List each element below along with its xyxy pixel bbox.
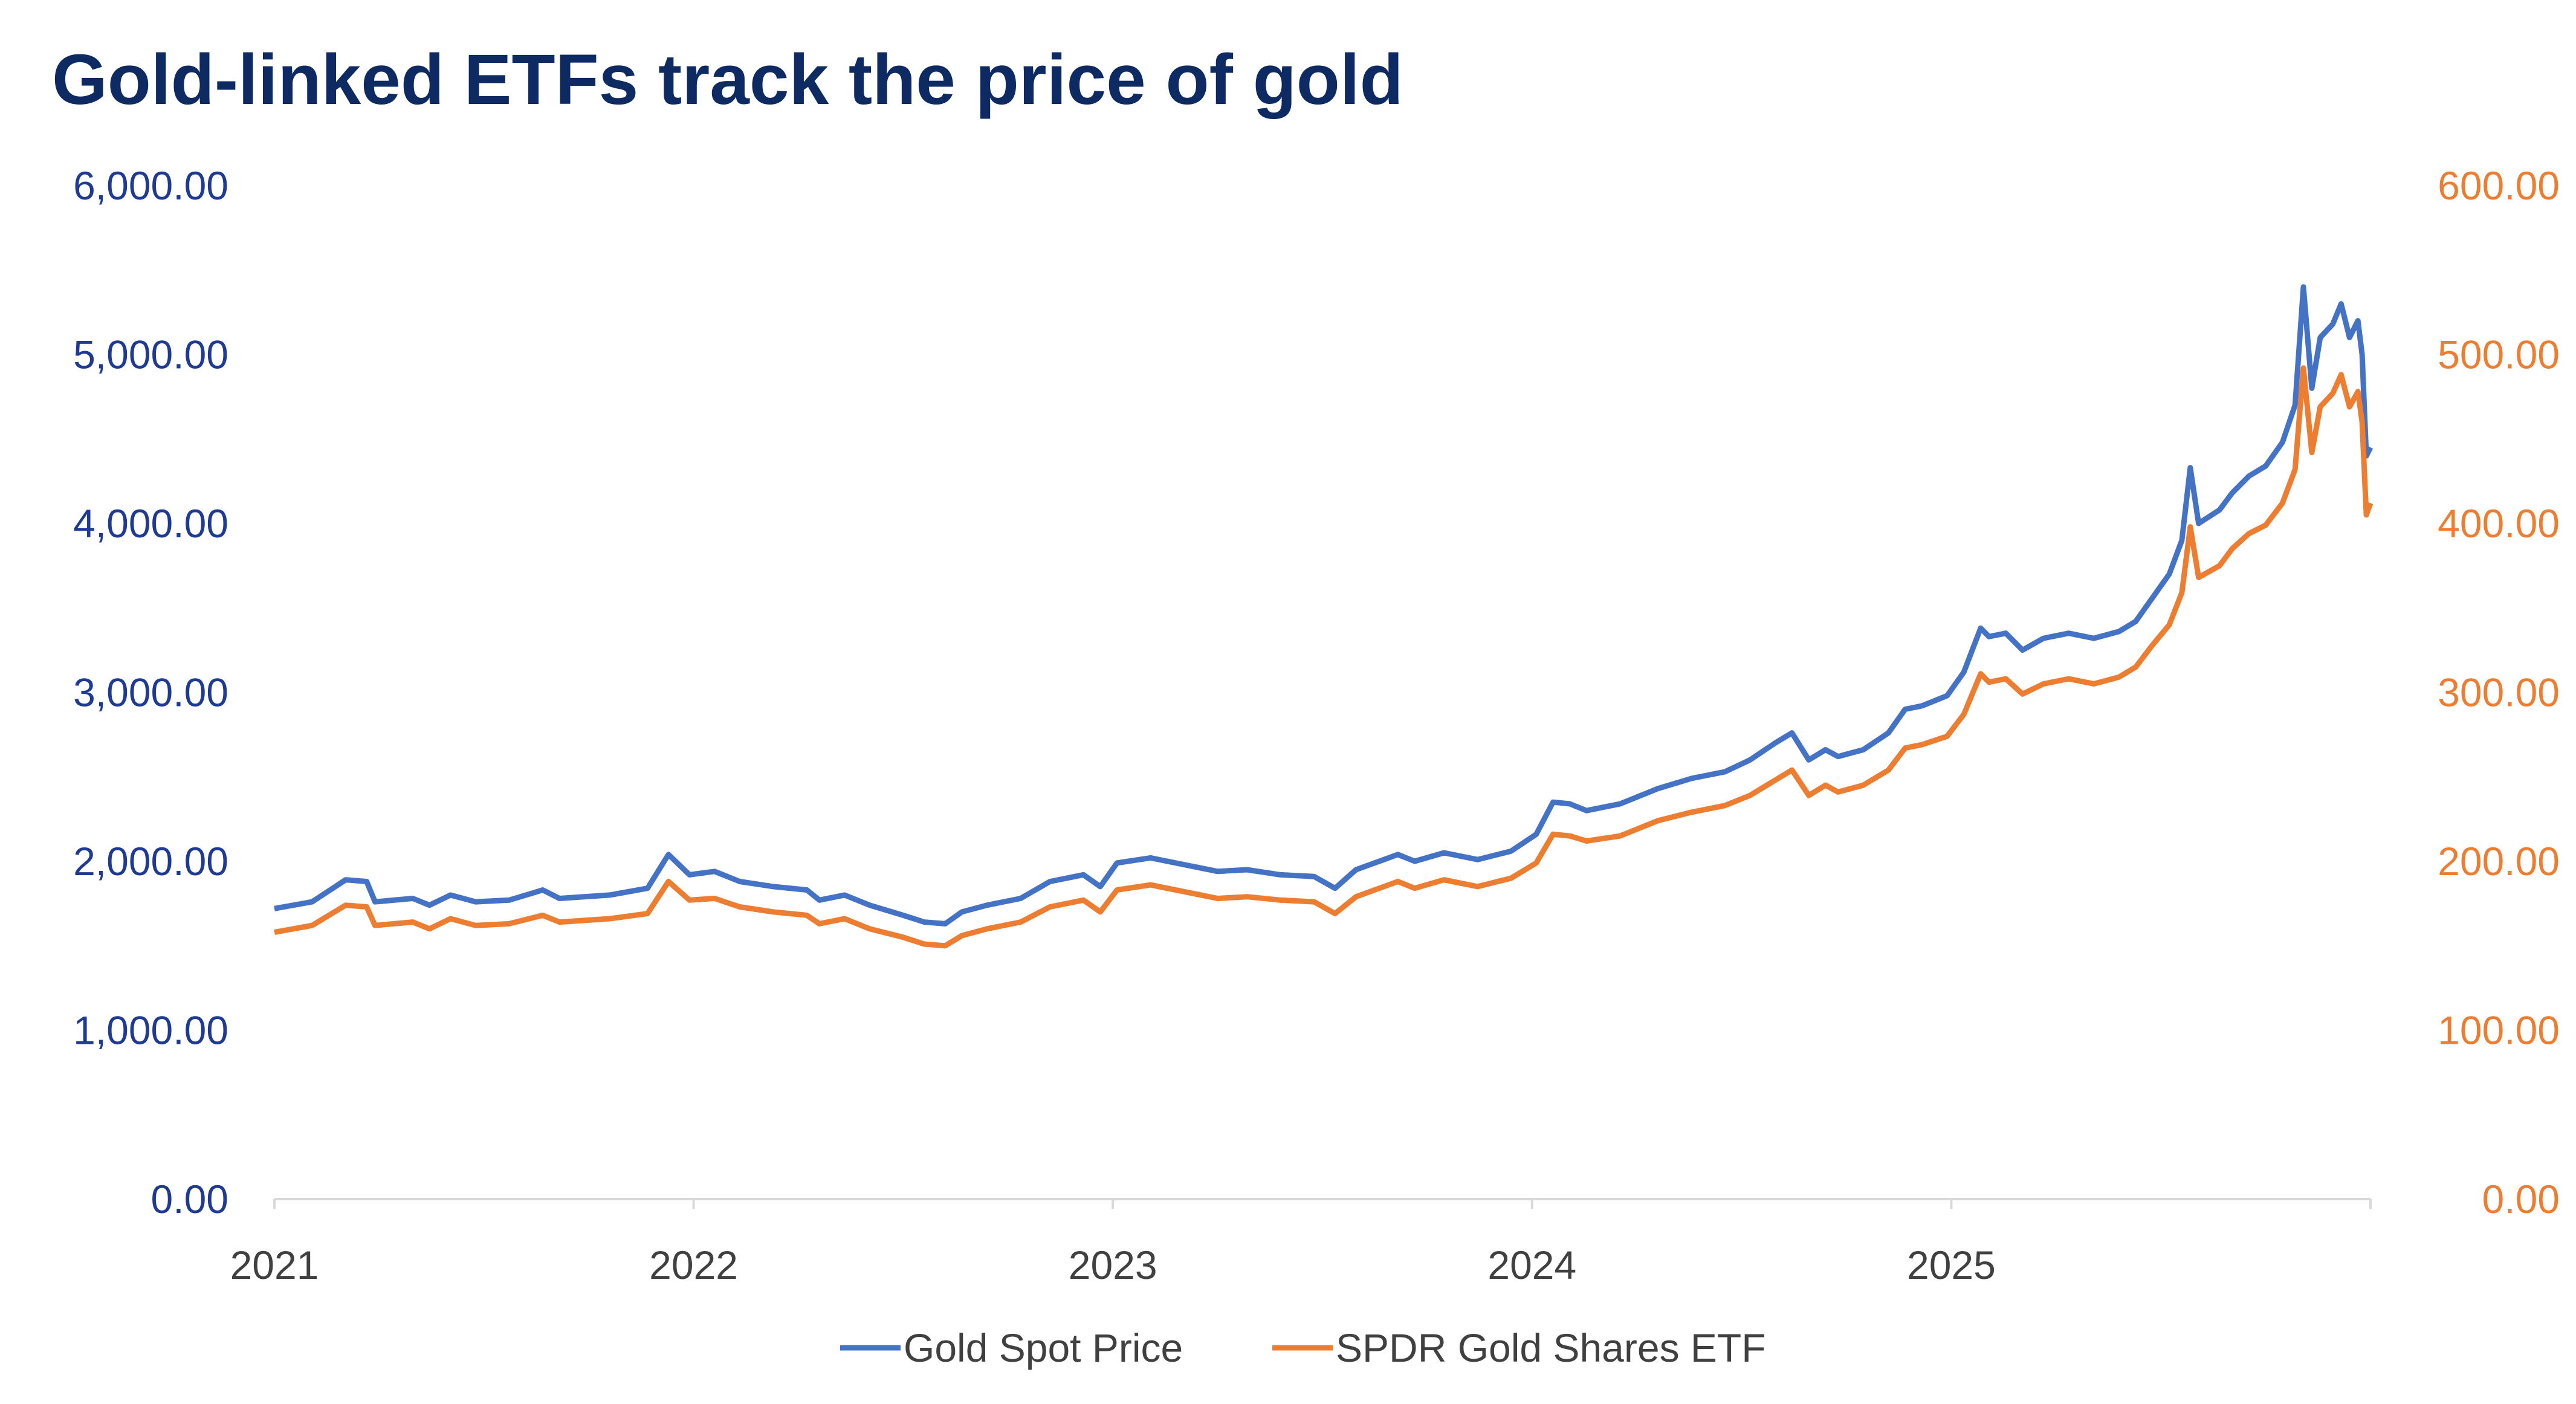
x-tick-label: 2024: [1487, 1243, 1576, 1287]
legend-label-spdr-etf: SPDR Gold Shares ETF: [1336, 1325, 1766, 1370]
series-line-spdr-gold-shares-etf: [274, 365, 2374, 949]
legend-label-gold-spot: Gold Spot Price: [904, 1325, 1183, 1370]
left-y-tick-label: 4,000.00: [73, 501, 228, 546]
left-y-tick-label: 6,000.00: [73, 163, 228, 208]
left-y-tick-label: 0.00: [151, 1177, 228, 1221]
x-tick-label: 2021: [230, 1243, 319, 1287]
plot-area: [274, 284, 2374, 949]
left-y-tick-label: 5,000.00: [73, 332, 228, 377]
right-y-axis: 0.00 100.00 200.00 300.00 400.00 500.00 600.00: [2438, 163, 2560, 1221]
legend: Gold Spot Price SPDR Gold Shares ETF: [840, 1325, 1766, 1370]
right-y-tick-label: 200.00: [2438, 839, 2560, 884]
right-y-tick-label: 0.00: [2482, 1177, 2560, 1221]
left-y-tick-label: 1,000.00: [73, 1008, 228, 1053]
chart-title: Gold-linked ETFs track the price of gold: [52, 40, 1403, 120]
right-y-tick-label: 400.00: [2438, 501, 2560, 546]
x-tick-label: 2022: [649, 1243, 738, 1287]
x-tick-label: 2023: [1069, 1243, 1157, 1287]
x-tick-label: 2025: [1907, 1243, 1996, 1287]
right-y-tick-label: 600.00: [2438, 163, 2560, 208]
x-axis: 2021 2022 2023 2024 2025: [230, 1198, 2372, 1287]
left-y-tick-label: 3,000.00: [73, 670, 228, 715]
left-y-axis: 0.00 1,000.00 2,000.00 3,000.00 4,000.00 5,00…: [73, 163, 228, 1221]
right-y-tick-label: 500.00: [2438, 332, 2560, 377]
left-y-tick-label: 2,000.00: [73, 839, 228, 884]
right-y-tick-label: 300.00: [2438, 670, 2560, 715]
right-y-tick-label: 100.00: [2438, 1008, 2560, 1053]
series-line-gold-spot-price: [274, 284, 2374, 927]
